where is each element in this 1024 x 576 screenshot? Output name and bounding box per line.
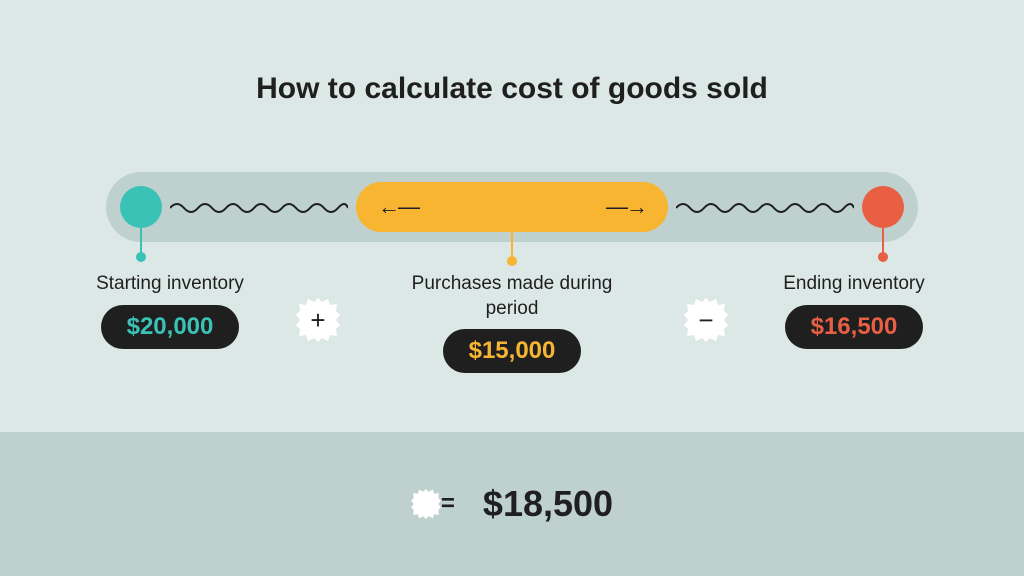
start-value-pill: $20,000: [101, 305, 240, 349]
title: How to calculate cost of goods sold: [0, 72, 1024, 106]
mid-value-pill: $15,000: [443, 329, 582, 373]
end-label: Ending inventory: [754, 272, 954, 297]
mid-label: Purchases made during period: [396, 272, 628, 321]
result-strip: = $18,500: [0, 432, 1024, 576]
end-value-pill: $16,500: [785, 305, 924, 349]
pin-mid: [511, 232, 513, 260]
plus-icon: +: [296, 298, 340, 342]
arrow-left-icon: ←—: [378, 194, 418, 220]
start-circle: [120, 186, 162, 228]
mid-capsule: ←— —→: [356, 182, 668, 232]
minus-icon: −: [684, 298, 728, 342]
equals-icon: =: [411, 482, 455, 526]
wave-right: [676, 202, 854, 214]
pin-end: [882, 228, 884, 256]
end-circle: [862, 186, 904, 228]
pin-start: [140, 228, 142, 256]
group-mid: Purchases made during period $15,000: [396, 272, 628, 373]
cogs-infographic: How to calculate cost of goods sold ←— —…: [0, 0, 1024, 576]
wave-left: [170, 202, 348, 214]
start-label: Starting inventory: [70, 272, 270, 297]
arrow-right-icon: —→: [606, 194, 646, 220]
group-end: Ending inventory $16,500: [754, 272, 954, 349]
group-start: Starting inventory $20,000: [70, 272, 270, 349]
result-value: $18,500: [483, 483, 613, 525]
